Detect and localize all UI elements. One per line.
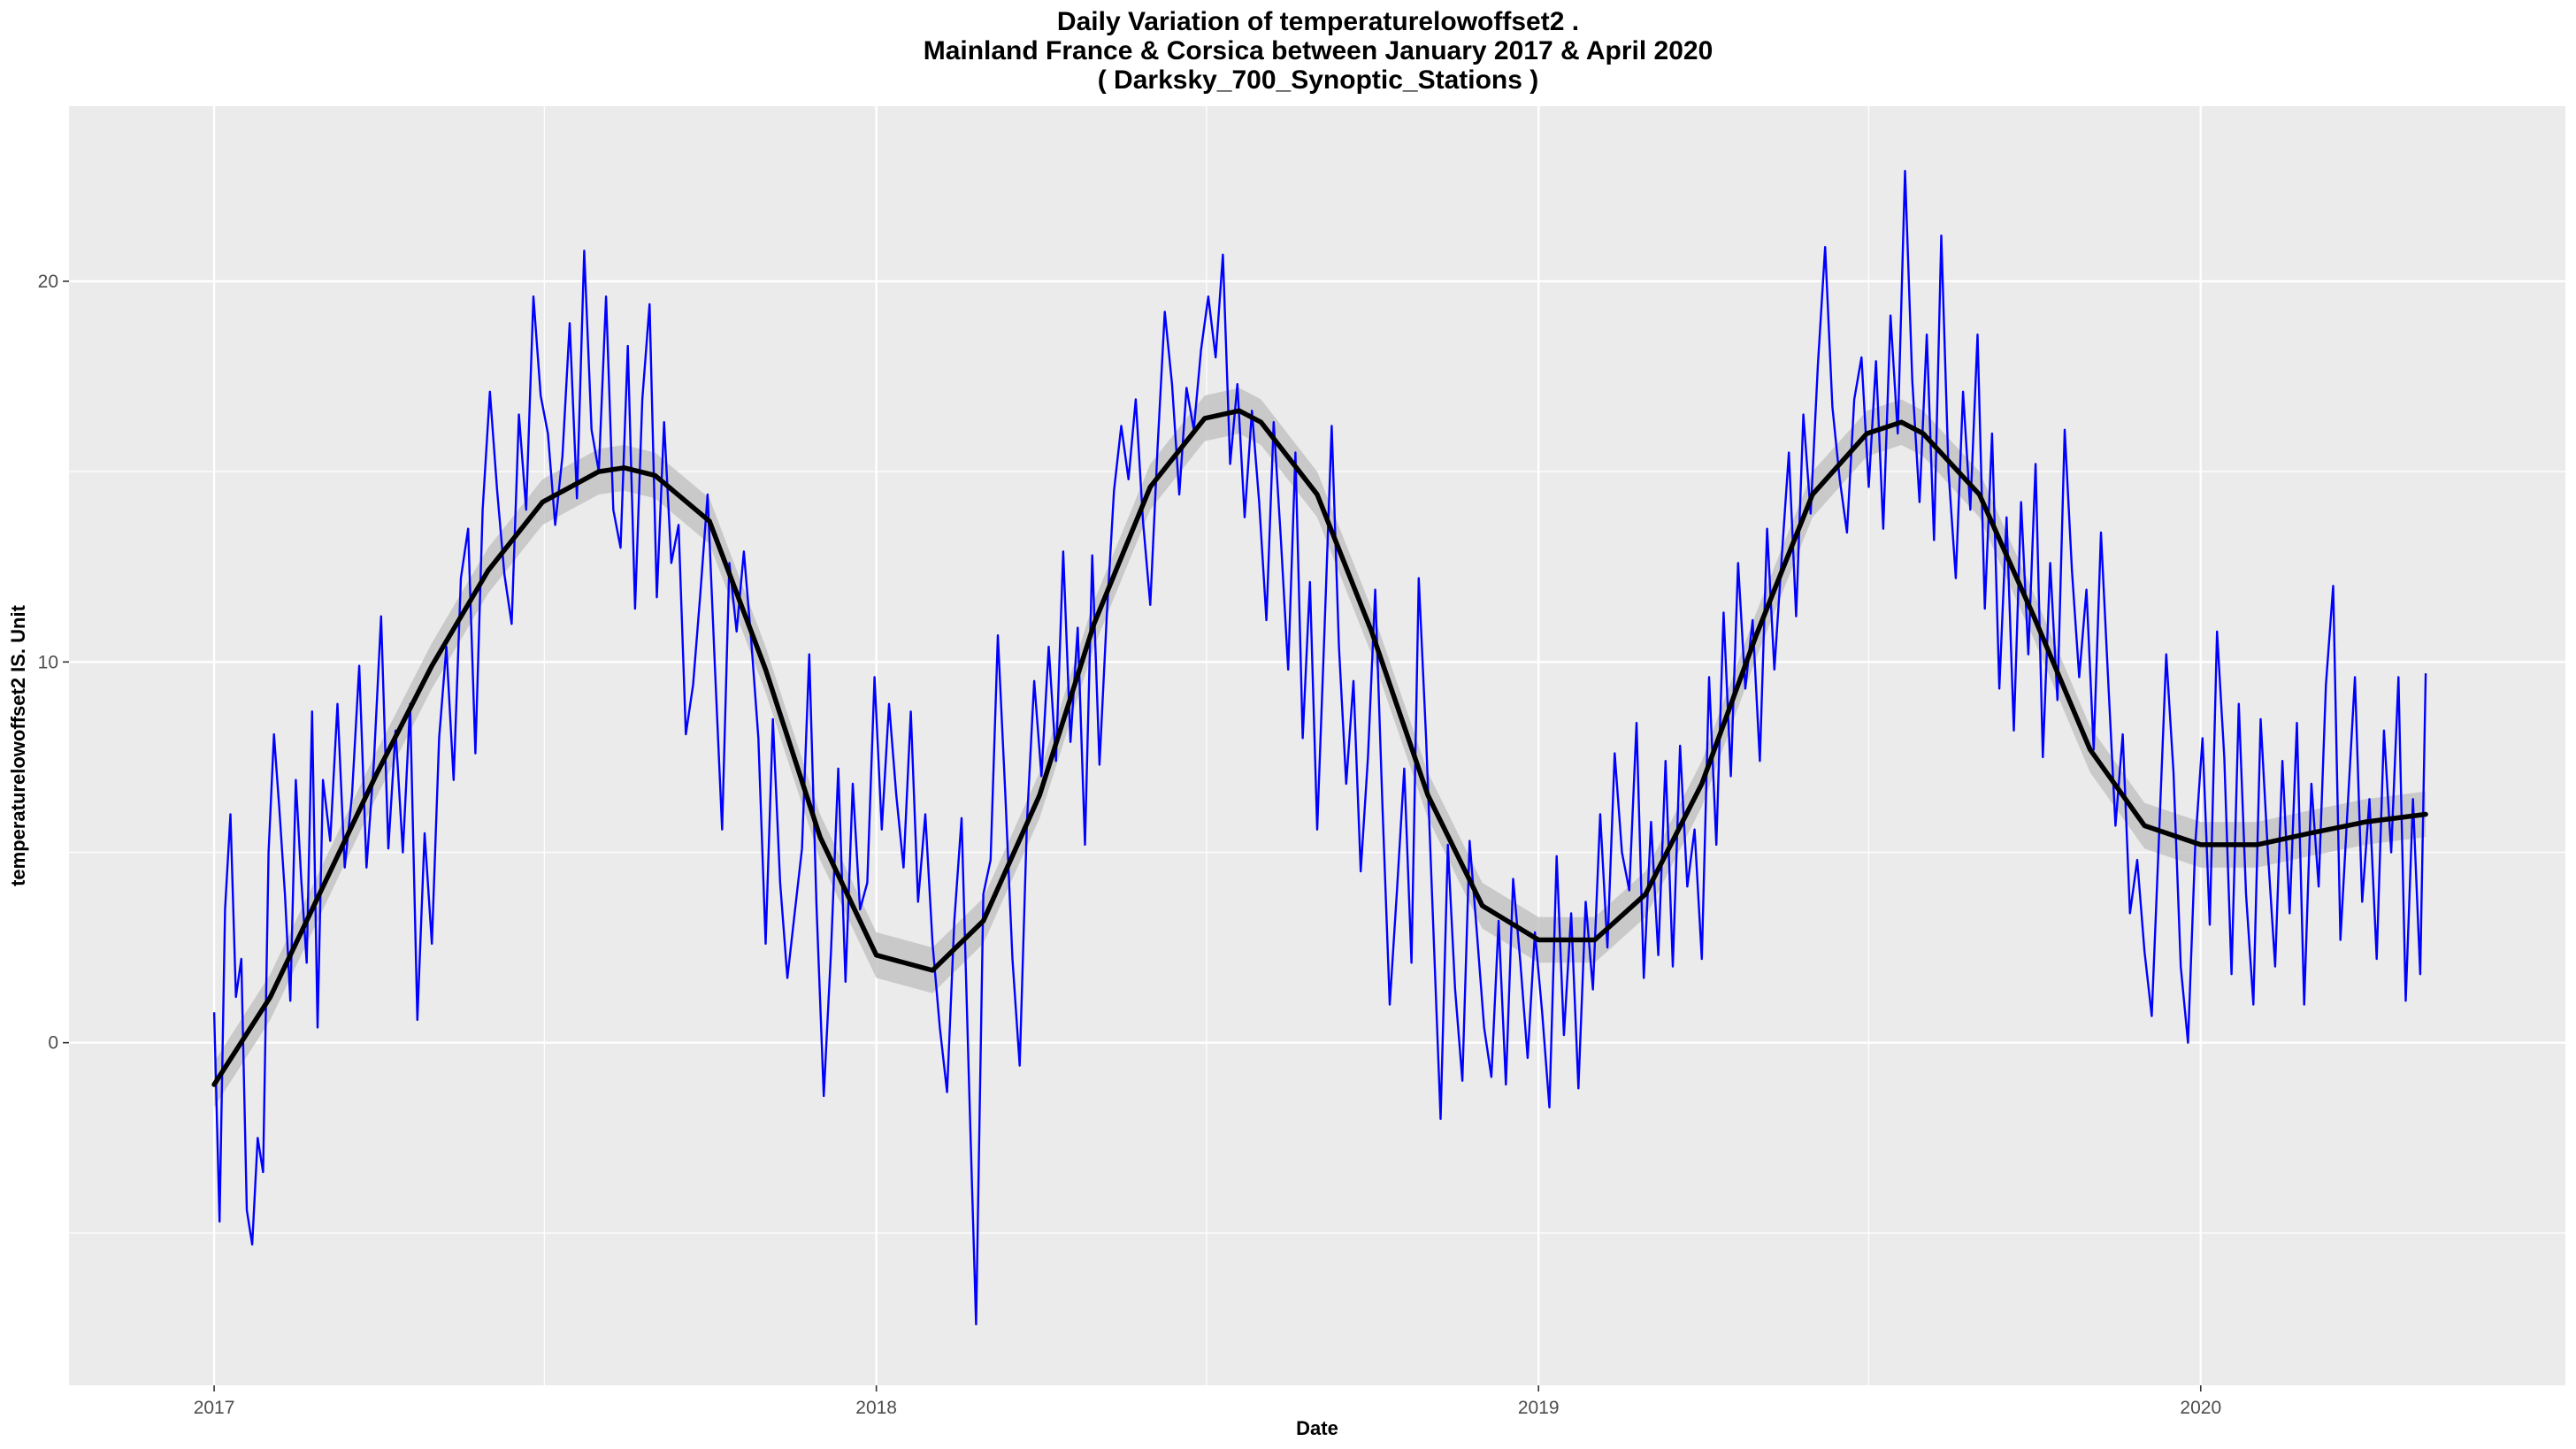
smooth-trend bbox=[211, 408, 2428, 1087]
y-tick-label: 20 bbox=[38, 272, 58, 292]
x-tick-label: 2020 bbox=[2180, 1398, 2221, 1418]
y-tick-label: 0 bbox=[48, 1033, 58, 1054]
x-axis: 2017 2018 2019 2020 bbox=[194, 1385, 2221, 1418]
x-axis-title: Date bbox=[1296, 1417, 1338, 1439]
y-tick-label: 10 bbox=[38, 652, 58, 672]
x-tick-label: 2019 bbox=[1518, 1398, 1560, 1418]
x-tick-label: 2017 bbox=[194, 1398, 235, 1418]
chart-title: Daily Variation of temperaturelowoffset2… bbox=[924, 7, 1714, 95]
y-axis-title: temperaturelowoffset2 IS. Unit bbox=[7, 604, 29, 886]
smooth-line bbox=[211, 408, 2428, 1087]
plot-panel bbox=[69, 106, 2565, 1385]
title-line-1: Daily Variation of temperaturelowoffset2… bbox=[1057, 7, 1579, 36]
title-line-2: Mainland France & Corsica between Januar… bbox=[924, 36, 1714, 65]
x-tick-label: 2018 bbox=[855, 1398, 897, 1418]
title-line-3: ( Darksky_700_Synoptic_Stations ) bbox=[1098, 65, 1539, 95]
y-axis: 0 10 20 bbox=[38, 272, 69, 1054]
